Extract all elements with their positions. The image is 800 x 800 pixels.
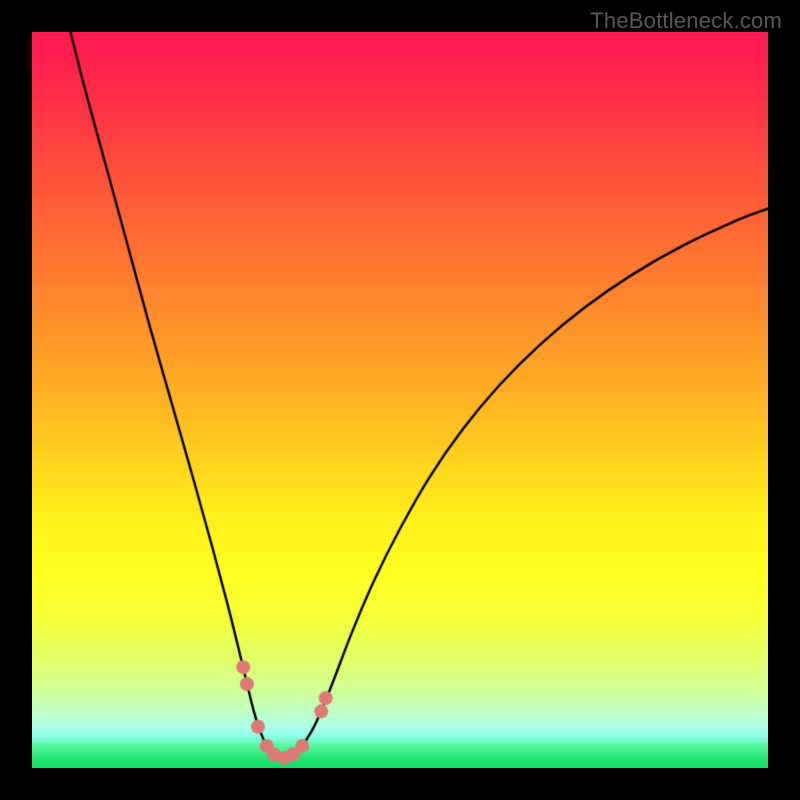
- gradient-chart-canvas: [32, 32, 768, 768]
- plot-area: [32, 32, 768, 768]
- watermark-text: TheBottleneck.com: [590, 8, 782, 34]
